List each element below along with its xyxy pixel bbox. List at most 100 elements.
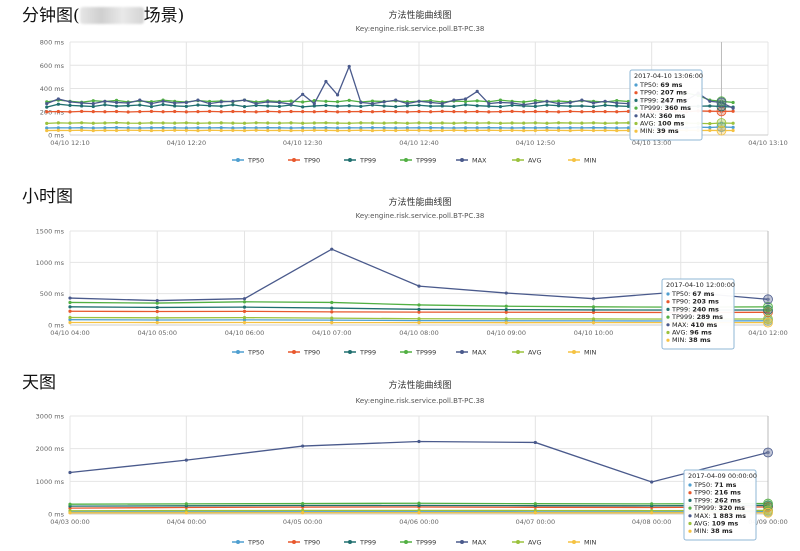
data-point-tp999[interactable] [289, 99, 293, 103]
data-point-tp90[interactable] [487, 110, 491, 114]
data-point-tp99[interactable] [452, 104, 456, 109]
data-point-tp99[interactable] [440, 104, 444, 108]
legend-item-max[interactable]: MAX [472, 157, 487, 165]
data-point-tp999[interactable] [91, 99, 95, 103]
legend-item-max[interactable]: MAX [472, 349, 487, 357]
data-point-avg[interactable] [335, 121, 340, 125]
data-point-tp90[interactable] [324, 109, 328, 114]
data-point-min[interactable] [429, 128, 433, 133]
data-point-tp50[interactable] [580, 126, 584, 130]
data-point-min[interactable] [155, 320, 159, 325]
data-point-tp90[interactable] [80, 109, 84, 114]
data-point-tp50[interactable] [522, 126, 526, 130]
data-point-min[interactable] [68, 511, 72, 515]
data-point-avg[interactable] [708, 122, 712, 126]
data-point-tp999[interactable] [370, 99, 375, 103]
data-point-tp50[interactable] [103, 126, 107, 130]
data-point-max[interactable] [708, 99, 712, 103]
data-point-tp90[interactable] [330, 310, 334, 314]
data-point-tp999[interactable] [498, 98, 503, 102]
data-point-tp99[interactable] [231, 103, 235, 107]
data-point-max[interactable] [347, 64, 351, 69]
data-point-max[interactable] [533, 440, 537, 445]
data-point-max[interactable] [370, 102, 375, 106]
data-point-tp50[interactable] [45, 126, 49, 130]
data-point-tp50[interactable] [545, 126, 549, 130]
data-point-tp50[interactable] [417, 126, 421, 130]
data-point-min[interactable] [510, 128, 514, 132]
data-point-min[interactable] [359, 128, 363, 132]
data-point-tp999[interactable] [335, 100, 340, 104]
data-point-max[interactable] [103, 99, 107, 103]
data-point-tp50[interactable] [440, 126, 444, 130]
data-point-tp999[interactable] [475, 99, 479, 103]
data-point-max[interactable] [155, 298, 159, 303]
legend-item-tp50[interactable]: TP50 [247, 349, 264, 357]
data-point-max[interactable] [394, 98, 398, 102]
data-point-min[interactable] [277, 128, 281, 132]
data-point-tp50[interactable] [557, 126, 561, 130]
data-point-max[interactable] [242, 297, 247, 301]
data-point-avg[interactable] [522, 121, 526, 125]
data-point-avg[interactable] [405, 121, 409, 125]
data-point-tp999[interactable] [557, 99, 561, 103]
data-point-tp90[interactable] [289, 109, 293, 114]
data-point-avg[interactable] [510, 121, 514, 125]
data-point-tp50[interactable] [475, 126, 479, 130]
data-point-avg[interactable] [417, 121, 421, 125]
data-point-max[interactable] [68, 470, 72, 475]
data-point-min[interactable] [475, 128, 479, 132]
data-point-min[interactable] [242, 128, 247, 133]
data-point-avg[interactable] [196, 121, 200, 125]
data-point-max[interactable] [301, 92, 305, 96]
data-point-avg[interactable] [219, 121, 223, 125]
data-point-max[interactable] [533, 101, 537, 105]
data-point-max[interactable] [161, 99, 165, 103]
data-point-min[interactable] [731, 128, 735, 133]
data-point-avg[interactable] [161, 121, 165, 125]
data-point-tp50[interactable] [370, 126, 375, 130]
data-point-max[interactable] [382, 100, 386, 104]
data-point-tp50[interactable] [242, 318, 247, 322]
data-point-tp50[interactable] [155, 318, 159, 322]
data-point-avg[interactable] [184, 121, 188, 125]
data-point-max[interactable] [440, 102, 444, 106]
data-point-tp99[interactable] [91, 104, 95, 109]
data-point-tp99[interactable] [708, 104, 712, 108]
data-point-tp50[interactable] [138, 126, 142, 130]
data-point-avg[interactable] [545, 121, 549, 125]
data-point-max[interactable] [312, 102, 316, 106]
data-point-max[interactable] [626, 102, 631, 106]
data-point-min[interactable] [231, 128, 235, 132]
data-point-avg[interactable] [347, 121, 351, 125]
data-point-tp99[interactable] [68, 103, 72, 107]
data-point-tp50[interactable] [626, 126, 631, 130]
data-point-min[interactable] [603, 128, 607, 132]
data-point-avg[interactable] [184, 508, 188, 513]
data-point-tp99[interactable] [533, 104, 537, 109]
data-point-max[interactable] [510, 101, 514, 105]
legend-item-tp90[interactable]: TP90 [303, 539, 320, 547]
data-point-tp99[interactable] [277, 104, 281, 109]
data-point-min[interactable] [452, 128, 456, 132]
data-point-tp50[interactable] [429, 126, 433, 130]
data-point-tp90[interactable] [475, 109, 479, 114]
data-point-min[interactable] [301, 511, 305, 515]
data-point-tp50[interactable] [149, 126, 154, 130]
data-point-max[interactable] [545, 99, 549, 103]
data-point-tp99[interactable] [580, 104, 584, 108]
data-point-max[interactable] [591, 101, 596, 105]
data-point-tp50[interactable] [91, 126, 95, 130]
data-point-tp99[interactable] [417, 103, 421, 107]
data-point-tp999[interactable] [68, 502, 72, 506]
data-point-tp99[interactable] [359, 104, 363, 109]
data-point-tp90[interactable] [219, 110, 223, 114]
data-point-min[interactable] [370, 128, 375, 133]
data-point-tp99[interactable] [510, 103, 514, 107]
data-point-tp999[interactable] [522, 100, 526, 104]
data-point-tp90[interactable] [254, 110, 258, 114]
data-point-tp50[interactable] [80, 126, 84, 130]
data-point-max[interactable] [184, 100, 188, 105]
legend-item-avg[interactable]: AVG [528, 539, 542, 547]
data-point-tp50[interactable] [126, 126, 130, 130]
